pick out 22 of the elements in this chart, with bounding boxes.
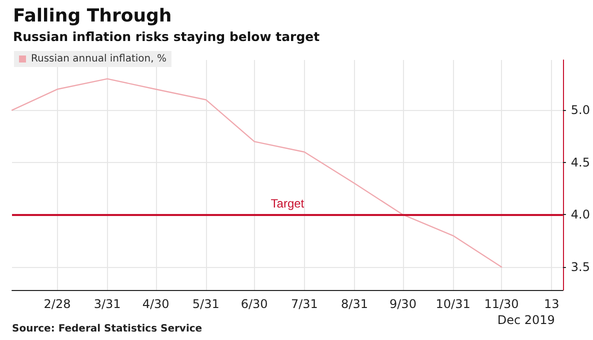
x-tick-label: 10/31 <box>436 297 470 311</box>
legend-label: Russian annual inflation, % <box>31 54 166 64</box>
y-tick-label: 4.0 <box>570 208 590 222</box>
x-axis-title: Dec 2019 <box>497 313 555 327</box>
x-tick-label: 8/31 <box>341 297 368 311</box>
x-tick-label: 11/30 <box>484 297 519 311</box>
x-tick-label: 6/30 <box>240 297 268 311</box>
y-tick-label: 5.0 <box>570 103 590 118</box>
line-series <box>11 78 502 268</box>
y-tick-label: 3.5 <box>570 260 590 274</box>
x-tick-label: 2/28 <box>44 297 71 311</box>
chart-subtitle: Russian inflation risks staying below target <box>13 29 320 44</box>
x-tick-label: 4/30 <box>142 297 170 311</box>
ref-line-label: Target <box>270 196 305 211</box>
source-note: Source: Federal Statistics Service <box>12 324 202 334</box>
x-tick-label: 13 <box>544 297 560 311</box>
x-tick-label: 3/31 <box>94 297 121 311</box>
x-tick-label: 7/31 <box>290 297 318 311</box>
y-tick-label: 4.5 <box>570 155 590 170</box>
x-tick-label: 5/31 <box>192 297 220 311</box>
chart-title: Falling Through <box>13 6 172 26</box>
x-tick-label: 9/30 <box>389 297 416 311</box>
